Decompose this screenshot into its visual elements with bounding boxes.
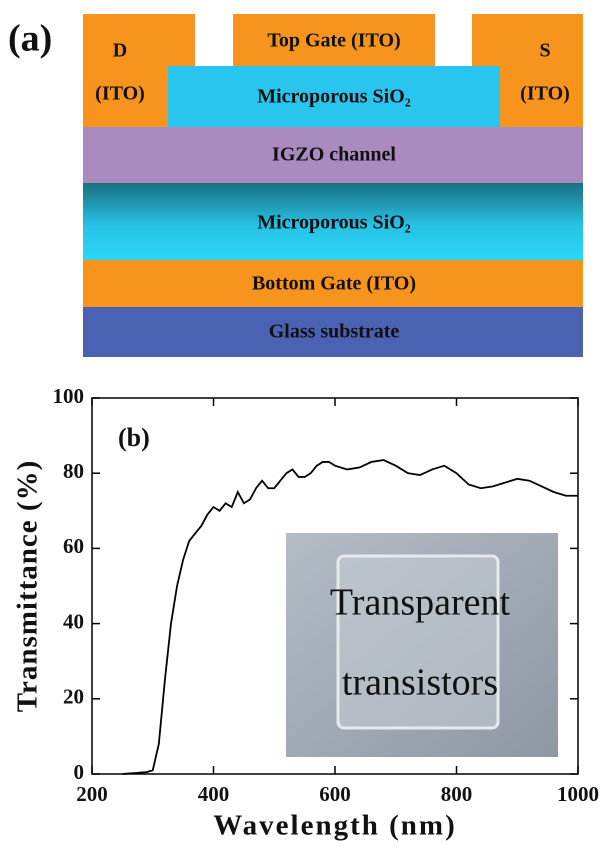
layer-label: Top Gate (ITO) (267, 30, 400, 52)
y-tick-label: 40 (63, 609, 84, 633)
y-tick-label: 80 (63, 459, 84, 483)
layer-label: (ITO) (520, 83, 570, 105)
layer-label: IGZO channel (272, 144, 396, 166)
annotation: (b) (118, 423, 150, 452)
inset-text: Transparent (330, 582, 511, 624)
y-axis-label: Transmittance (%) (12, 460, 44, 712)
x-tick-label: 1000 (557, 782, 599, 806)
layer-label: S (539, 40, 550, 62)
x-tick-label: 200 (76, 782, 108, 806)
layer-label: (ITO) (95, 83, 145, 105)
x-tick-label: 600 (319, 782, 351, 806)
y-tick-label: 100 (53, 384, 85, 408)
layer-label: Bottom Gate (ITO) (252, 273, 416, 295)
layer-label: Microporous SiO₂ (257, 212, 411, 234)
x-axis-label: Wavelength (nm) (213, 810, 456, 842)
y-tick-label: 0 (74, 760, 85, 784)
layer-label: Glass substrate (269, 321, 400, 343)
figure: (a) D (ITO) Top Gate (ITO) S (ITO) Micro… (0, 0, 604, 850)
x-tick-label: 800 (441, 782, 473, 806)
y-tick-label: 20 (63, 685, 84, 709)
panel-label: (a) (8, 18, 52, 60)
inset-text: transistors (342, 662, 498, 704)
y-tick-label: 60 (63, 534, 84, 558)
x-tick-label: 400 (198, 782, 230, 806)
layer-label: D (113, 40, 127, 62)
layer-label: Microporous SiO₂ (257, 86, 411, 108)
